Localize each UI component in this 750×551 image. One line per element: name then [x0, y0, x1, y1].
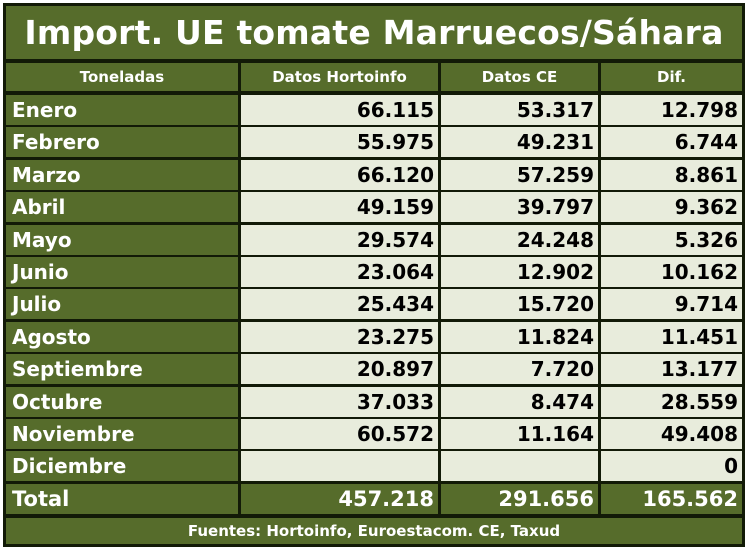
ce-value [441, 451, 598, 481]
hortoinfo-value: 66.115 [241, 95, 438, 125]
hortoinfo-value: 37.033 [241, 387, 438, 417]
month-label: Marzo [6, 160, 238, 190]
ce-value: 49.231 [441, 127, 598, 157]
hortoinfo-value: 60.572 [241, 419, 438, 449]
table-row: Enero 66.115 53.317 12.798 [6, 95, 742, 125]
hortoinfo-value: 23.064 [241, 257, 438, 287]
table-row: Octubre 37.033 8.474 28.559 [6, 387, 742, 417]
total-label: Total [6, 484, 238, 514]
total-row: Total 457.218 291.656 165.562 [6, 484, 742, 514]
dif-value: 0 [601, 451, 742, 481]
dif-value: 8.861 [601, 160, 742, 190]
month-label: Septiembre [6, 354, 238, 384]
table-row: Marzo 66.120 57.259 8.861 [6, 160, 742, 190]
hortoinfo-value: 25.434 [241, 289, 438, 319]
month-label: Octubre [6, 387, 238, 417]
ce-value: 8.474 [441, 387, 598, 417]
hortoinfo-value: 49.159 [241, 192, 438, 222]
dif-value: 11.451 [601, 322, 742, 352]
header-toneladas: Toneladas [6, 63, 238, 91]
month-label: Abril [6, 192, 238, 222]
dif-value: 49.408 [601, 419, 742, 449]
header-datos-ce: Datos CE [441, 63, 598, 91]
dif-value: 13.177 [601, 354, 742, 384]
month-label: Febrero [6, 127, 238, 157]
ce-value: 12.902 [441, 257, 598, 287]
hortoinfo-value: 66.120 [241, 160, 438, 190]
hortoinfo-value: 23.275 [241, 322, 438, 352]
ce-value: 11.164 [441, 419, 598, 449]
month-label: Mayo [6, 225, 238, 255]
ce-value: 53.317 [441, 95, 598, 125]
table-row: Abril 49.159 39.797 9.362 [6, 192, 742, 222]
ce-value: 7.720 [441, 354, 598, 384]
table-row: Julio 25.434 15.720 9.714 [6, 289, 742, 319]
table-row: Junio 23.064 12.902 10.162 [6, 257, 742, 287]
month-label: Junio [6, 257, 238, 287]
total-hortoinfo: 457.218 [241, 484, 438, 514]
month-label: Diciembre [6, 451, 238, 481]
month-label: Noviembre [6, 419, 238, 449]
month-label: Julio [6, 289, 238, 319]
dif-value: 9.714 [601, 289, 742, 319]
month-label: Agosto [6, 322, 238, 352]
dif-value: 5.326 [601, 225, 742, 255]
dif-value: 6.744 [601, 127, 742, 157]
table-title: Import. UE tomate Marruecos/Sáhara [6, 6, 742, 59]
sources-footer: Fuentes: Hortoinfo, Euroestacom. CE, Tax… [6, 518, 742, 544]
ce-value: 39.797 [441, 192, 598, 222]
hortoinfo-value: 29.574 [241, 225, 438, 255]
ce-value: 15.720 [441, 289, 598, 319]
table-row: Noviembre 60.572 11.164 49.408 [6, 419, 742, 449]
table-row: Diciembre 0 [6, 451, 742, 481]
ce-value: 57.259 [441, 160, 598, 190]
table-frame: Import. UE tomate Marruecos/Sáhara Tonel… [3, 3, 745, 547]
table-row: Septiembre 20.897 7.720 13.177 [6, 354, 742, 384]
ce-value: 24.248 [441, 225, 598, 255]
hortoinfo-value: 20.897 [241, 354, 438, 384]
hortoinfo-value [241, 451, 438, 481]
dif-value: 28.559 [601, 387, 742, 417]
header-dif: Dif. [601, 63, 742, 91]
table-row: Mayo 29.574 24.248 5.326 [6, 225, 742, 255]
header-row: Toneladas Datos Hortoinfo Datos CE Dif. [6, 63, 742, 91]
hortoinfo-value: 55.975 [241, 127, 438, 157]
table-row: Febrero 55.975 49.231 6.744 [6, 127, 742, 157]
header-datos-hortoinfo: Datos Hortoinfo [241, 63, 438, 91]
dif-value: 10.162 [601, 257, 742, 287]
total-dif: 165.562 [601, 484, 742, 514]
month-label: Enero [6, 95, 238, 125]
dif-value: 9.362 [601, 192, 742, 222]
ce-value: 11.824 [441, 322, 598, 352]
dif-value: 12.798 [601, 95, 742, 125]
total-ce: 291.656 [441, 484, 598, 514]
table-row: Agosto 23.275 11.824 11.451 [6, 322, 742, 352]
